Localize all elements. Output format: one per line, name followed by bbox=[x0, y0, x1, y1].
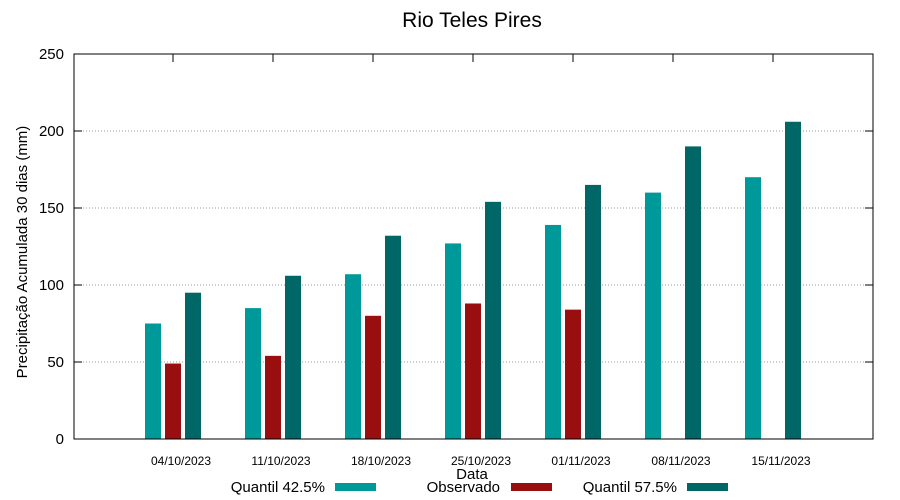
x-axis-label: Data bbox=[456, 466, 488, 483]
x-tick-label: 08/11/2023 bbox=[651, 454, 710, 468]
chart-title: Rio Teles Pires bbox=[402, 9, 542, 32]
legend-label: Quantil 42.5% bbox=[231, 479, 325, 496]
y-tick-label: 0 bbox=[56, 431, 64, 448]
legend-label: Quantil 57.5% bbox=[583, 479, 677, 496]
bar-quantil-42 bbox=[345, 274, 361, 439]
bar-quantil-42 bbox=[545, 224, 561, 439]
bar-quantil-57 bbox=[585, 184, 601, 439]
bar-quantil-42 bbox=[445, 243, 461, 439]
bar-observado bbox=[465, 303, 481, 439]
x-tick-label: 01/11/2023 bbox=[551, 454, 610, 468]
bar-quantil-57 bbox=[285, 275, 301, 439]
y-tick-label: 200 bbox=[39, 123, 64, 140]
bar-observado bbox=[165, 363, 181, 439]
legend-label: Observado bbox=[427, 479, 500, 496]
bar-quantil-57 bbox=[485, 201, 501, 439]
legend-swatch bbox=[335, 483, 376, 491]
bars-layer bbox=[145, 121, 801, 439]
x-tick-label: 04/10/2023 bbox=[151, 454, 211, 468]
y-tick-label: 50 bbox=[47, 354, 64, 371]
x-tick-label: 25/10/2023 bbox=[451, 454, 511, 468]
y-tick-label: 100 bbox=[39, 277, 64, 294]
y-tick-label: 150 bbox=[39, 200, 64, 217]
y-axis-label: Precipitação Acumulada 30 dias (mm) bbox=[14, 126, 31, 379]
legend-swatch bbox=[511, 483, 552, 491]
ticks-layer: 0 50 100 150 200 250 04/10/2023 11/10/2023 18/10… bbox=[39, 46, 873, 468]
legend-swatch bbox=[687, 483, 728, 491]
bar-quantil-57 bbox=[785, 121, 801, 439]
x-tick-label: 11/10/2023 bbox=[251, 454, 310, 468]
bar-quantil-42 bbox=[245, 308, 261, 439]
bar-observado bbox=[365, 315, 381, 439]
bar-quantil-57 bbox=[185, 292, 201, 439]
bar-observado bbox=[565, 309, 581, 439]
bar-quantil-57 bbox=[385, 235, 401, 439]
bar-quantil-42 bbox=[645, 192, 661, 439]
bar-quantil-42 bbox=[745, 177, 761, 439]
bar-quantil-57 bbox=[685, 146, 701, 439]
x-tick-label: 15/11/2023 bbox=[751, 454, 810, 468]
bar-quantil-42 bbox=[145, 323, 161, 439]
bar-observado bbox=[265, 355, 281, 439]
legend: Quantil 42.5% Observado Quantil 57.5% bbox=[231, 479, 728, 496]
x-tick-label: 18/10/2023 bbox=[351, 454, 411, 468]
y-tick-label: 250 bbox=[39, 46, 64, 63]
